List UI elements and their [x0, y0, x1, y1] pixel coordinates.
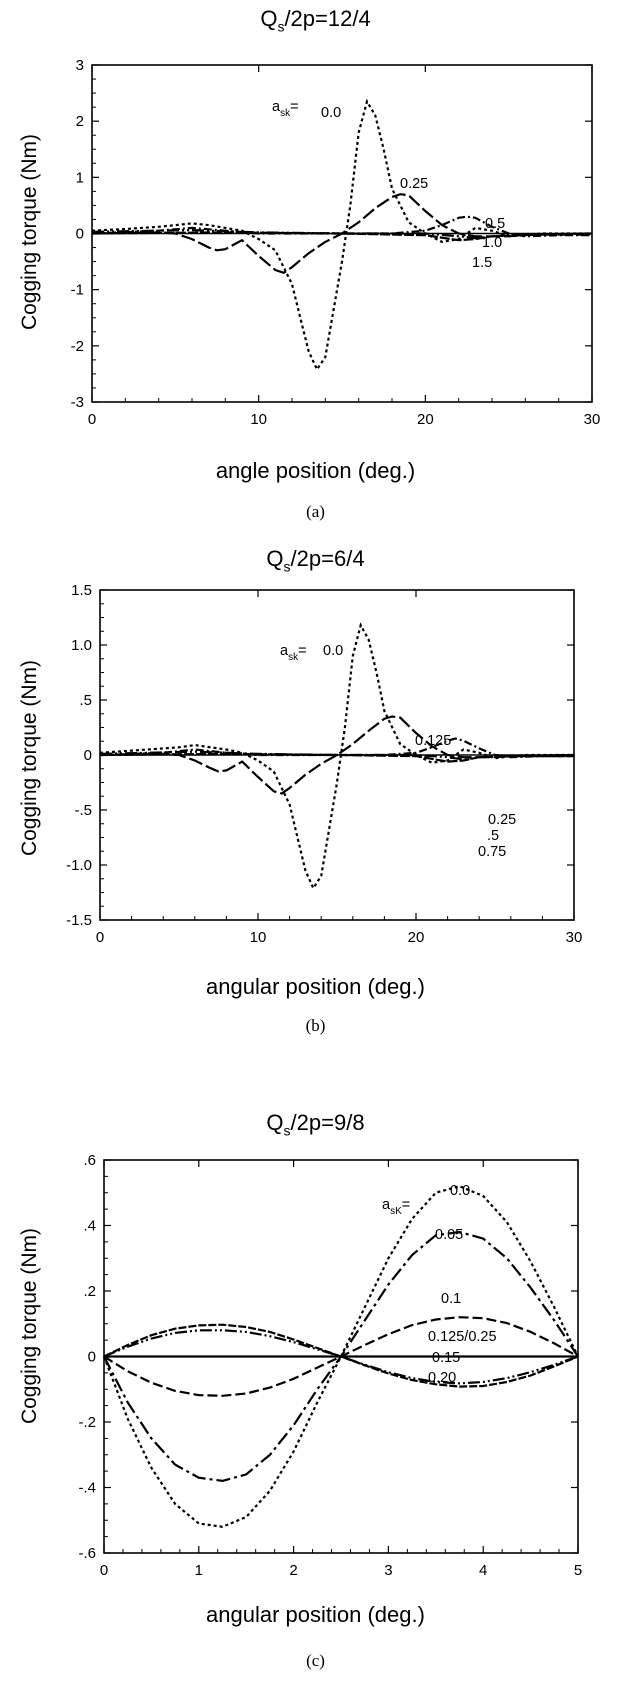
x-tick-label: 0: [96, 929, 104, 946]
series-label: 1.5: [472, 255, 492, 271]
y-tick-label: 3: [76, 57, 84, 74]
x-axis-label: angular position (deg.): [206, 974, 425, 999]
x-tick-label: 1: [195, 1562, 203, 1579]
series-label: 0.05: [435, 1227, 463, 1243]
series-line: [103, 1329, 579, 1385]
y-tick-label: -.4: [78, 1480, 96, 1497]
y-tick-label: 1.0: [71, 637, 92, 654]
chart-title: Qs/2p=6/4: [266, 546, 365, 575]
series-label: 0.15: [432, 1350, 460, 1366]
chart-panel-b: Qs/2p=6/4 Cogging torque (Nm) 0 10 20 30 1.5…: [0, 540, 631, 1100]
y-tick-label: -.2: [78, 1414, 96, 1431]
series-label-prefix: asK=: [382, 1197, 410, 1217]
y-tick-label: 0: [84, 747, 92, 764]
series-label: 0.125: [415, 733, 451, 749]
series-label: .5: [487, 828, 499, 844]
series-label-prefix: ask=: [280, 643, 307, 663]
series-line: [99, 622, 574, 891]
y-tick-label: .4: [83, 1218, 96, 1235]
series-label: 0.20: [428, 1370, 456, 1386]
x-tick-label: 5: [574, 1562, 582, 1579]
panel-caption: (b): [305, 1016, 326, 1035]
series-label: 0.0: [323, 643, 343, 659]
x-tick-label: 0: [100, 1562, 108, 1579]
series-label: 0.125/0.25: [428, 1329, 497, 1345]
y-tick-label: -2: [71, 338, 84, 355]
y-tick-label: .5: [79, 692, 92, 709]
chart-title: Qs/2p=12/4: [260, 6, 371, 35]
y-tick-label: 1: [76, 169, 84, 186]
series-label: 0.25: [488, 812, 516, 828]
x-tick-label: 0: [88, 411, 96, 428]
y-tick-label: 1.5: [71, 585, 92, 599]
series-line: [103, 1323, 579, 1388]
x-tick-label: 10: [250, 411, 267, 428]
y-tick-label: .2: [83, 1283, 96, 1300]
y-tick-label: -1.0: [66, 857, 92, 874]
series-line: [91, 231, 593, 242]
x-tick-label: 10: [250, 929, 267, 946]
series-label: 1.0: [482, 235, 502, 251]
chart-plot-c: 0 1 2 3 4 5 .6 .4 .2 0 -.2 -.4 -.6 0.0 0.05 0.1 0.125/0.…: [78, 1155, 582, 1579]
y-tick-label: -1: [71, 282, 84, 299]
y-tick-label: 0: [76, 226, 84, 243]
chart-panel-a: Qs/2p=12/4 Cogging torque (Nm) 0 10 20 30 3 2…: [0, 0, 631, 540]
chart-title: Qs/2p=9/8: [266, 1110, 365, 1139]
series-line: [99, 737, 574, 759]
x-tick-label: 30: [584, 411, 601, 428]
series-label: 0.5: [485, 216, 505, 232]
x-tick-label: 30: [566, 929, 583, 946]
series-line: [91, 228, 593, 240]
x-tick-label: 2: [289, 1562, 297, 1579]
x-tick-label: 20: [408, 929, 425, 946]
y-tick-label: -3: [71, 394, 84, 411]
y-tick-label: -.5: [74, 802, 92, 819]
series-label: 0.0: [321, 105, 341, 121]
y-tick-label: -.6: [78, 1545, 96, 1562]
series-line: [99, 752, 575, 763]
series-label: 0.25: [400, 176, 428, 192]
x-tick-label: 4: [479, 1562, 487, 1579]
x-axis-label: angle position (deg.): [215, 458, 416, 483]
x-axis-label: angular position (deg.): [206, 1602, 425, 1627]
panel-caption: (a): [306, 502, 325, 521]
x-tick-label: 3: [384, 1562, 392, 1579]
series-line: [99, 750, 575, 761]
panel-caption: (c): [306, 1651, 325, 1670]
x-tick-label: 20: [417, 411, 434, 428]
y-tick-label: 0: [88, 1349, 96, 1366]
series-label: 0.1: [441, 1291, 461, 1307]
chart-plot-b: 0 10 20 30 1.5 1.0 .5 0 -.5 -1.0 -1.5 0.0 0.125 0.25.…: [66, 585, 583, 946]
series-label: 0.75: [478, 844, 506, 860]
y-tick-label: 2: [76, 113, 84, 130]
series-label-prefix: ask=: [272, 99, 299, 119]
chart-panel-c: Qs/2p=9/8 Cogging torque (Nm) 0 1 2 3 4 5.6.4…: [0, 1100, 631, 1691]
y-tick-label: .6: [83, 1155, 96, 1169]
series-label: 0.0: [450, 1183, 470, 1199]
y-tick-label: -1.5: [66, 912, 92, 929]
